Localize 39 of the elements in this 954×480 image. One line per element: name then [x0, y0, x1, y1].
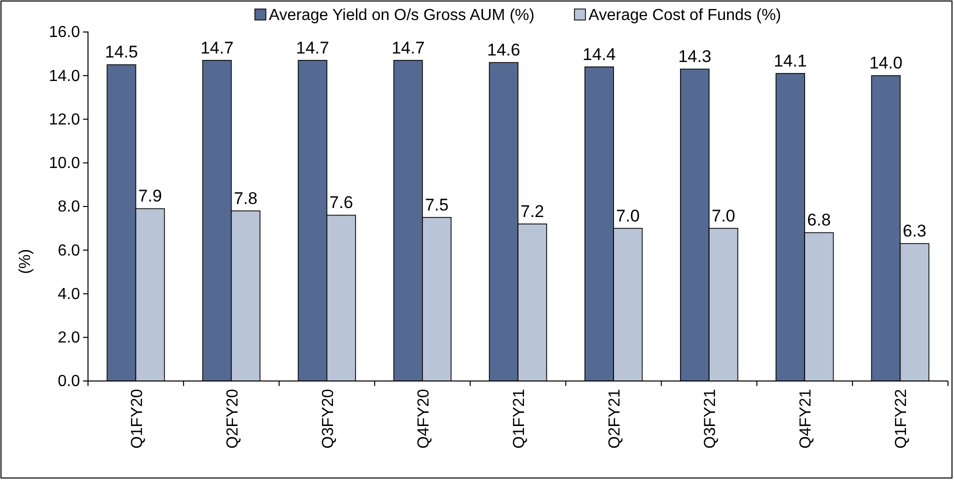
- data-label: 14.7: [296, 38, 330, 58]
- y-tick-label: 14.0: [48, 68, 80, 85]
- x-tick-label: Q3FY21: [702, 388, 720, 449]
- x-tick-label: Q1FY22: [893, 388, 910, 449]
- data-label: 14.0: [869, 54, 902, 73]
- data-label: 14.3: [678, 47, 712, 66]
- data-label: 7.8: [234, 188, 258, 208]
- data-label: 7.0: [616, 206, 640, 226]
- data-label: 6.3: [902, 222, 926, 241]
- y-tick-label: 10.0: [48, 154, 80, 172]
- y-tick-label: 12.0: [48, 111, 80, 128]
- data-label: 7.9: [138, 186, 162, 206]
- y-tick-label: 0.0: [58, 373, 80, 390]
- x-tick-label: Q4FY20: [415, 388, 432, 449]
- data-label: 14.1: [774, 51, 807, 70]
- data-label: 7.2: [520, 202, 544, 221]
- x-tick-label: Q1FY21: [511, 388, 528, 449]
- legend-label: Average Yield on O/s Gross AUM (%): [268, 7, 534, 24]
- data-label: 14.7: [200, 38, 234, 58]
- data-label: 14.6: [487, 40, 520, 60]
- data-label: 14.4: [582, 44, 616, 64]
- legend-label: Average Cost of Funds (%): [588, 7, 782, 24]
- y-tick-label: 6.0: [58, 242, 80, 260]
- data-label: 14.7: [392, 38, 425, 58]
- x-tick-label: Q3FY20: [320, 388, 337, 449]
- y-tick-label: 4.0: [58, 286, 80, 303]
- y-tick-label: 16.0: [48, 24, 80, 42]
- data-label: 7.5: [424, 195, 449, 214]
- x-tick-label: Q4FY21: [798, 388, 815, 449]
- y-tick-label: 8.0: [58, 198, 80, 216]
- data-label: 14.5: [104, 42, 138, 62]
- x-tick-label: Q2FY21: [606, 388, 624, 449]
- data-label: 7.6: [329, 193, 354, 212]
- x-tick-label: Q2FY20: [224, 388, 242, 449]
- data-label: 6.8: [807, 210, 831, 230]
- y-tick-label: 2.0: [58, 329, 80, 346]
- y-axis-title: (%): [17, 249, 34, 274]
- x-tick-label: Q1FY20: [128, 388, 146, 449]
- data-label: 7.0: [712, 206, 736, 226]
